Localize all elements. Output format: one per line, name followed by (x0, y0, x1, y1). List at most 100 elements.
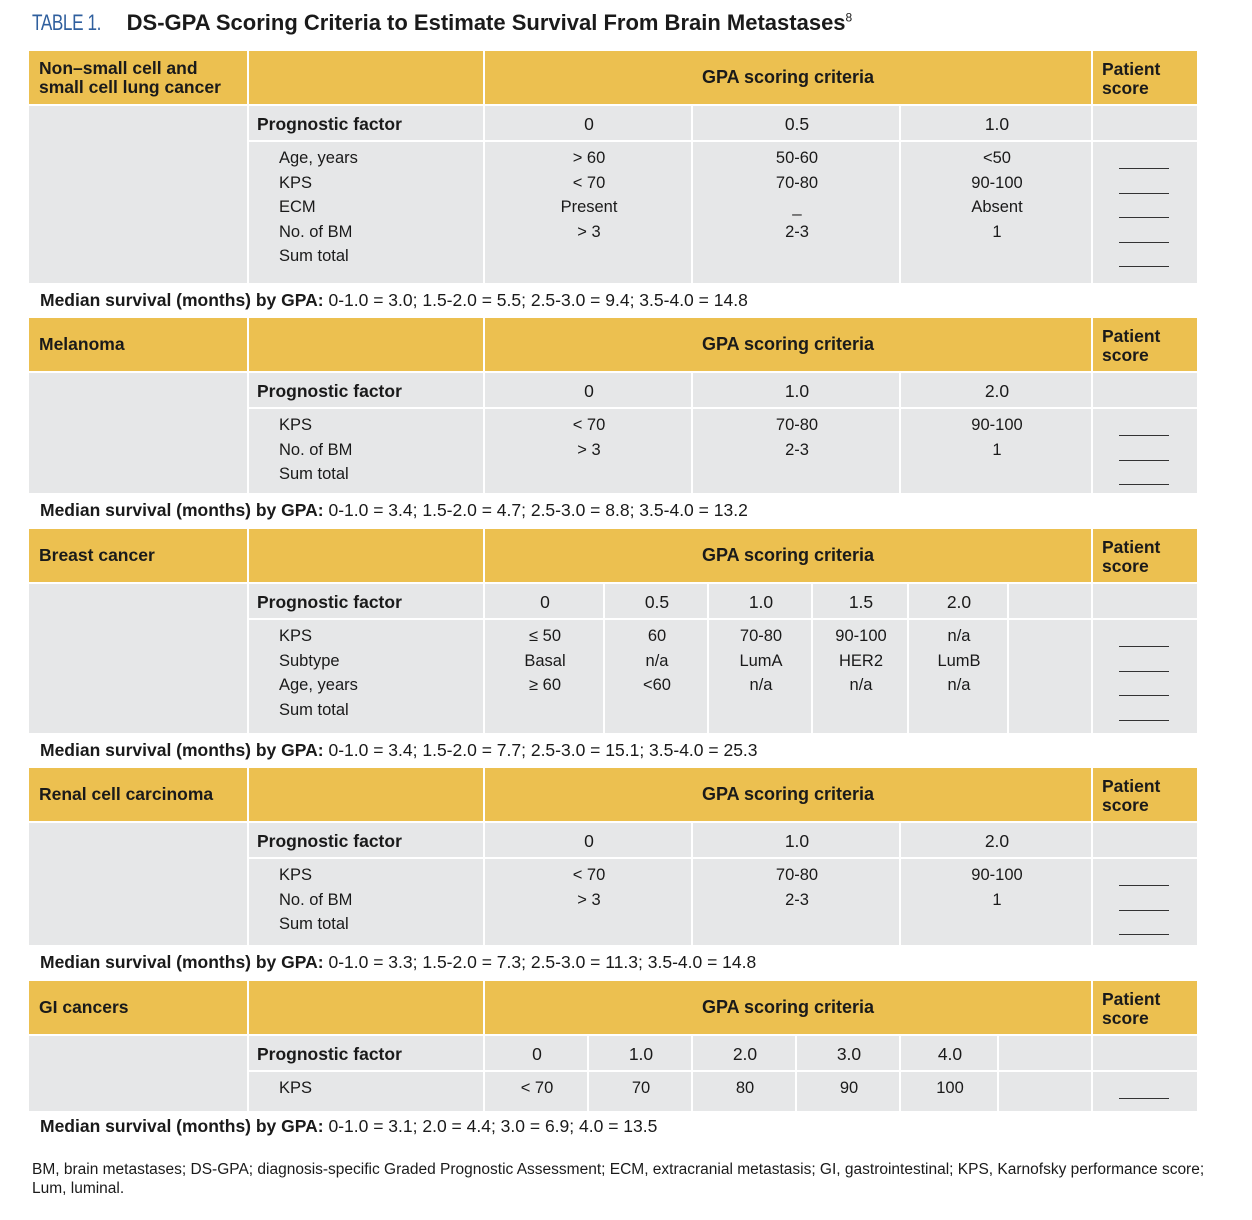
patient-score-blank[interactable] (1119, 695, 1169, 696)
column-divider (997, 1036, 999, 1111)
prognostic-factor-heading: Prognostic factor (257, 114, 402, 134)
criteria-value: 70-80 (775, 866, 819, 884)
factor-label: No. of BM (279, 222, 353, 241)
section-body: Prognostic factor 0 1.0 2.0 3.0 4.0 KPS < 70 70 8… (29, 1036, 1197, 1111)
section-body: Prognostic factor 0 0.5 1.0 1.5 2.0 KPS ≤ 50 60 7… (29, 584, 1197, 733)
factor-label: Sum total (279, 915, 349, 933)
column-divider (483, 1036, 485, 1111)
factor-label: KPS (279, 416, 313, 434)
patient-score-blank[interactable] (1119, 909, 1169, 911)
patient-score-blank[interactable] (1119, 1098, 1169, 1099)
table-label: TABLE 1. (32, 10, 102, 35)
cancer-type-label: Melanoma (29, 318, 249, 371)
median-survival-note: Median survival (months) by GPA: 0-1.0 =… (40, 952, 756, 973)
row-divider (247, 140, 1197, 142)
table-title: TABLE 1. DS-GPA Scoring Criteria to Esti… (32, 10, 852, 36)
median-survival-note: Median survival (months) by GPA: 0-1.0 =… (40, 290, 748, 311)
patient-score-blank[interactable] (1119, 484, 1169, 485)
column-divider (247, 584, 249, 733)
section-header: Breast cancer GPA scoring criteria Patient… (29, 529, 1197, 582)
criteria-value: LumB (937, 651, 981, 670)
column-divider (587, 1036, 589, 1111)
criteria-value: 100 (936, 1079, 964, 1097)
patient-score-blank[interactable] (1119, 217, 1169, 218)
patient-score-blank[interactable] (1119, 646, 1169, 647)
criteria-value: < 70 (572, 173, 606, 192)
score-value: 0 (584, 381, 594, 401)
patient-score-blank[interactable] (1119, 670, 1169, 672)
score-value: 4.0 (937, 1044, 963, 1064)
median-survival-values: 0-1.0 = 3.3; 1.5-2.0 = 7.3; 2.5-3.0 = 11… (323, 952, 757, 972)
column-divider (1091, 823, 1093, 945)
median-survival-note: Median survival (months) by GPA: 0-1.0 =… (40, 500, 748, 521)
patient-score-blank[interactable] (1119, 192, 1169, 194)
section-header: Renal cell carcinoma GPA scoring criteria… (29, 768, 1197, 821)
factor-label: Sum total (279, 700, 349, 719)
score-value: 0.5 (784, 114, 810, 134)
criteria-value: <60 (643, 676, 671, 694)
criteria-value: > 3 (577, 222, 601, 241)
criteria-value: 50-60 (775, 149, 819, 167)
criteria-value: 90-100 (971, 173, 1023, 192)
criteria-value: < 70 (572, 416, 606, 434)
patient-score-blank[interactable] (1119, 885, 1169, 886)
criteria-value: 1 (992, 222, 1002, 241)
score-value: 0.5 (644, 592, 670, 612)
criteria-value: > 3 (577, 440, 601, 459)
column-divider (1091, 373, 1093, 493)
median-survival-values: 0-1.0 = 3.4; 1.5-2.0 = 7.7; 2.5-3.0 = 15… (323, 740, 758, 760)
header-spacer (249, 318, 485, 371)
criteria-value: 70-80 (739, 627, 783, 645)
table-section: Melanoma GPA scoring criteria Patient scor… (29, 318, 1197, 493)
criteria-value: _ (792, 198, 802, 216)
factor-label: Sum total (279, 465, 349, 483)
criteria-value: 70-80 (775, 416, 819, 434)
score-value: 0 (532, 1044, 542, 1064)
column-divider (1091, 1036, 1093, 1111)
criteria-value: n/a (947, 627, 971, 645)
column-divider (247, 1036, 249, 1111)
column-divider (899, 373, 901, 493)
patient-score-blank[interactable] (1119, 435, 1169, 436)
row-divider (247, 618, 1197, 620)
patient-score-blank[interactable] (1119, 241, 1169, 243)
header-spacer (249, 981, 485, 1034)
factor-label: ECM (279, 198, 316, 216)
patient-score-blank[interactable] (1119, 168, 1169, 169)
section-header: Melanoma GPA scoring criteria Patient scor… (29, 318, 1197, 371)
column-divider (691, 106, 693, 283)
footnote: BM, brain metastases; DS-GPA; diagnosis-… (32, 1161, 1205, 1197)
gpa-criteria-heading: GPA scoring criteria (485, 318, 1093, 371)
factor-label: KPS (279, 1079, 313, 1097)
patient-score-heading: Patient score (1102, 537, 1161, 576)
median-survival-note: Median survival (months) by GPA: 0-1.0 =… (40, 740, 758, 761)
patient-score-blank[interactable] (1119, 459, 1169, 461)
median-survival-values: 0-1.0 = 3.0; 1.5-2.0 = 5.5; 2.5-3.0 = 9.… (323, 290, 748, 310)
median-survival-label: Median survival (months) by GPA: (40, 1116, 324, 1136)
patient-score-blank[interactable] (1119, 719, 1169, 721)
criteria-value: Absent (971, 198, 1023, 216)
factor-label: No. of BM (279, 440, 353, 459)
section-body: Prognostic factor 0 1.0 2.0 KPS < 70 70-80 90-1… (29, 373, 1197, 493)
cancer-type-label: Renal cell carcinoma (29, 768, 249, 821)
column-divider (247, 373, 249, 493)
factor-label: No. of BM (279, 890, 353, 909)
column-divider (691, 1036, 693, 1111)
column-divider (811, 584, 813, 733)
patient-score-blank[interactable] (1119, 934, 1169, 935)
score-value: 2.0 (984, 831, 1010, 851)
header-spacer (249, 768, 485, 821)
criteria-value: < 70 (520, 1079, 554, 1097)
reference-mark: 8 (845, 10, 853, 25)
criteria-value: 90-100 (835, 627, 887, 645)
median-survival-values: 0-1.0 = 3.4; 1.5-2.0 = 4.7; 2.5-3.0 = 8.… (323, 500, 748, 520)
median-survival-label: Median survival (months) by GPA: (40, 952, 324, 972)
criteria-value: 2-3 (785, 222, 809, 241)
criteria-value: 1 (992, 440, 1002, 459)
cancer-type-label: GI cancers (29, 981, 249, 1034)
header-spacer (249, 51, 485, 104)
criteria-value: Basal (524, 651, 566, 670)
median-survival-label: Median survival (months) by GPA: (40, 290, 324, 310)
patient-score-blank[interactable] (1119, 266, 1169, 267)
column-divider (899, 823, 901, 945)
